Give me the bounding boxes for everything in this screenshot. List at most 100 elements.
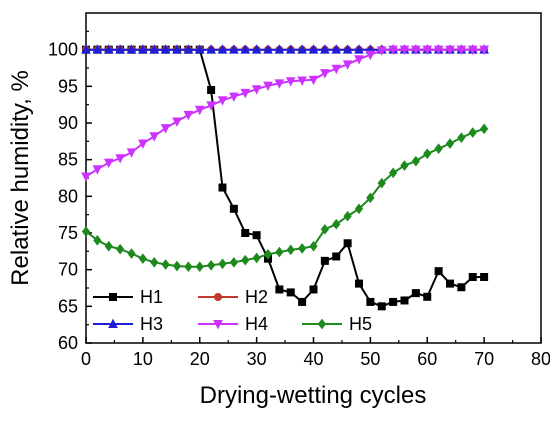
y-tick-label: 65 — [58, 296, 78, 316]
legend-marker — [317, 318, 327, 330]
data-point-h1 — [332, 252, 341, 261]
data-point-h4 — [354, 55, 364, 65]
data-point-h4 — [297, 76, 307, 86]
data-point-h4 — [433, 45, 444, 56]
x-tick-label: 70 — [474, 349, 494, 369]
data-point-h4 — [172, 117, 182, 127]
data-point-h5 — [411, 155, 421, 167]
data-point-h1 — [252, 231, 261, 240]
data-point-h5 — [115, 243, 125, 255]
data-point-h4 — [376, 46, 387, 56]
y-tick-label: 70 — [58, 260, 78, 280]
x-tick-label: 60 — [417, 349, 437, 369]
data-point-h5 — [434, 143, 443, 154]
data-point-h1 — [389, 297, 398, 306]
legend-item-h3: H3 — [93, 314, 163, 334]
data-point-h1 — [275, 285, 284, 294]
data-point-h1 — [411, 289, 420, 298]
data-point-h5 — [127, 248, 136, 259]
data-point-h3 — [81, 44, 91, 54]
data-point-h4 — [138, 139, 148, 149]
data-point-h1 — [309, 285, 318, 294]
data-point-h3 — [103, 44, 114, 54]
data-point-h4 — [240, 88, 251, 99]
data-point-h3 — [297, 44, 307, 54]
data-point-h4 — [445, 45, 455, 56]
series-h1 — [82, 45, 489, 311]
data-point-h4 — [479, 45, 489, 56]
data-point-h5 — [354, 203, 364, 215]
x-tick-label: 40 — [303, 349, 323, 369]
y-tick-label: 60 — [58, 333, 78, 353]
data-point-h4 — [456, 45, 467, 56]
data-point-h5 — [309, 240, 318, 252]
legend-marker — [108, 318, 118, 328]
data-point-h3 — [206, 44, 216, 54]
data-point-h1 — [400, 296, 409, 305]
data-point-h1 — [241, 229, 250, 237]
data-point-h5 — [400, 160, 409, 171]
data-point-h3 — [149, 44, 160, 54]
y-tick-label: 75 — [58, 223, 78, 243]
data-point-h5 — [161, 259, 170, 270]
y-tick-label: 100 — [48, 40, 78, 60]
data-point-h5 — [479, 123, 489, 135]
series-line-h1 — [86, 48, 485, 308]
data-point-h1 — [207, 86, 216, 94]
data-point-h4 — [331, 64, 342, 75]
series-h5 — [81, 123, 489, 273]
data-point-h4 — [285, 77, 296, 87]
data-point-h3 — [115, 44, 125, 54]
data-point-h1 — [480, 273, 489, 281]
data-point-h3 — [320, 44, 330, 54]
x-tick-label: 0 — [81, 349, 91, 369]
data-point-h1 — [446, 279, 454, 288]
x-tick-label: 80 — [531, 349, 550, 369]
data-point-h1 — [468, 273, 477, 281]
data-point-h4 — [251, 85, 262, 95]
legend-item-h4: H4 — [198, 314, 268, 334]
data-point-h1 — [366, 297, 375, 306]
data-point-h4 — [115, 154, 125, 164]
data-point-h4 — [81, 172, 91, 182]
data-point-h5 — [93, 235, 102, 246]
data-point-h4 — [422, 45, 433, 56]
y-tick-label: 95 — [58, 76, 78, 96]
x-tick-label: 20 — [190, 349, 210, 369]
data-point-h4 — [217, 96, 228, 106]
data-point-h3 — [331, 44, 342, 54]
data-point-h1 — [229, 204, 238, 213]
data-point-h5 — [457, 132, 466, 143]
legend-label: H3 — [140, 314, 163, 334]
data-point-h4 — [308, 75, 319, 86]
data-point-h5 — [195, 261, 204, 273]
data-point-h4 — [263, 81, 273, 91]
data-point-h3 — [308, 44, 319, 54]
data-point-h5 — [218, 258, 227, 270]
data-point-h1 — [423, 292, 432, 301]
data-point-h4 — [274, 79, 285, 89]
data-point-h5 — [445, 138, 455, 149]
axis-ticks: 0 10 20 30 40 50 60 70 80 60 65 70 75 80 85 90 95 100 — [48, 30, 550, 369]
legend-label: H2 — [245, 287, 268, 307]
data-point-h4 — [160, 124, 171, 134]
series-h4 — [81, 45, 489, 182]
data-point-h5 — [252, 252, 261, 264]
legend: H1 H2 H3 H4 H5 — [93, 287, 372, 334]
data-point-h3 — [285, 44, 296, 54]
data-point-h1 — [286, 288, 295, 297]
data-point-h5 — [241, 254, 250, 266]
data-point-h5 — [206, 259, 216, 271]
data-point-h3 — [194, 44, 205, 54]
data-point-h5 — [138, 253, 148, 264]
data-point-h4 — [194, 105, 205, 116]
data-point-h4 — [229, 92, 239, 102]
data-point-h5 — [332, 218, 341, 230]
data-point-h3 — [172, 44, 182, 54]
legend-marker — [109, 293, 117, 301]
data-point-h5 — [320, 224, 330, 235]
series-line-h5 — [85, 127, 485, 268]
legend-item-h5: H5 — [302, 314, 372, 334]
data-point-h4 — [183, 110, 194, 121]
